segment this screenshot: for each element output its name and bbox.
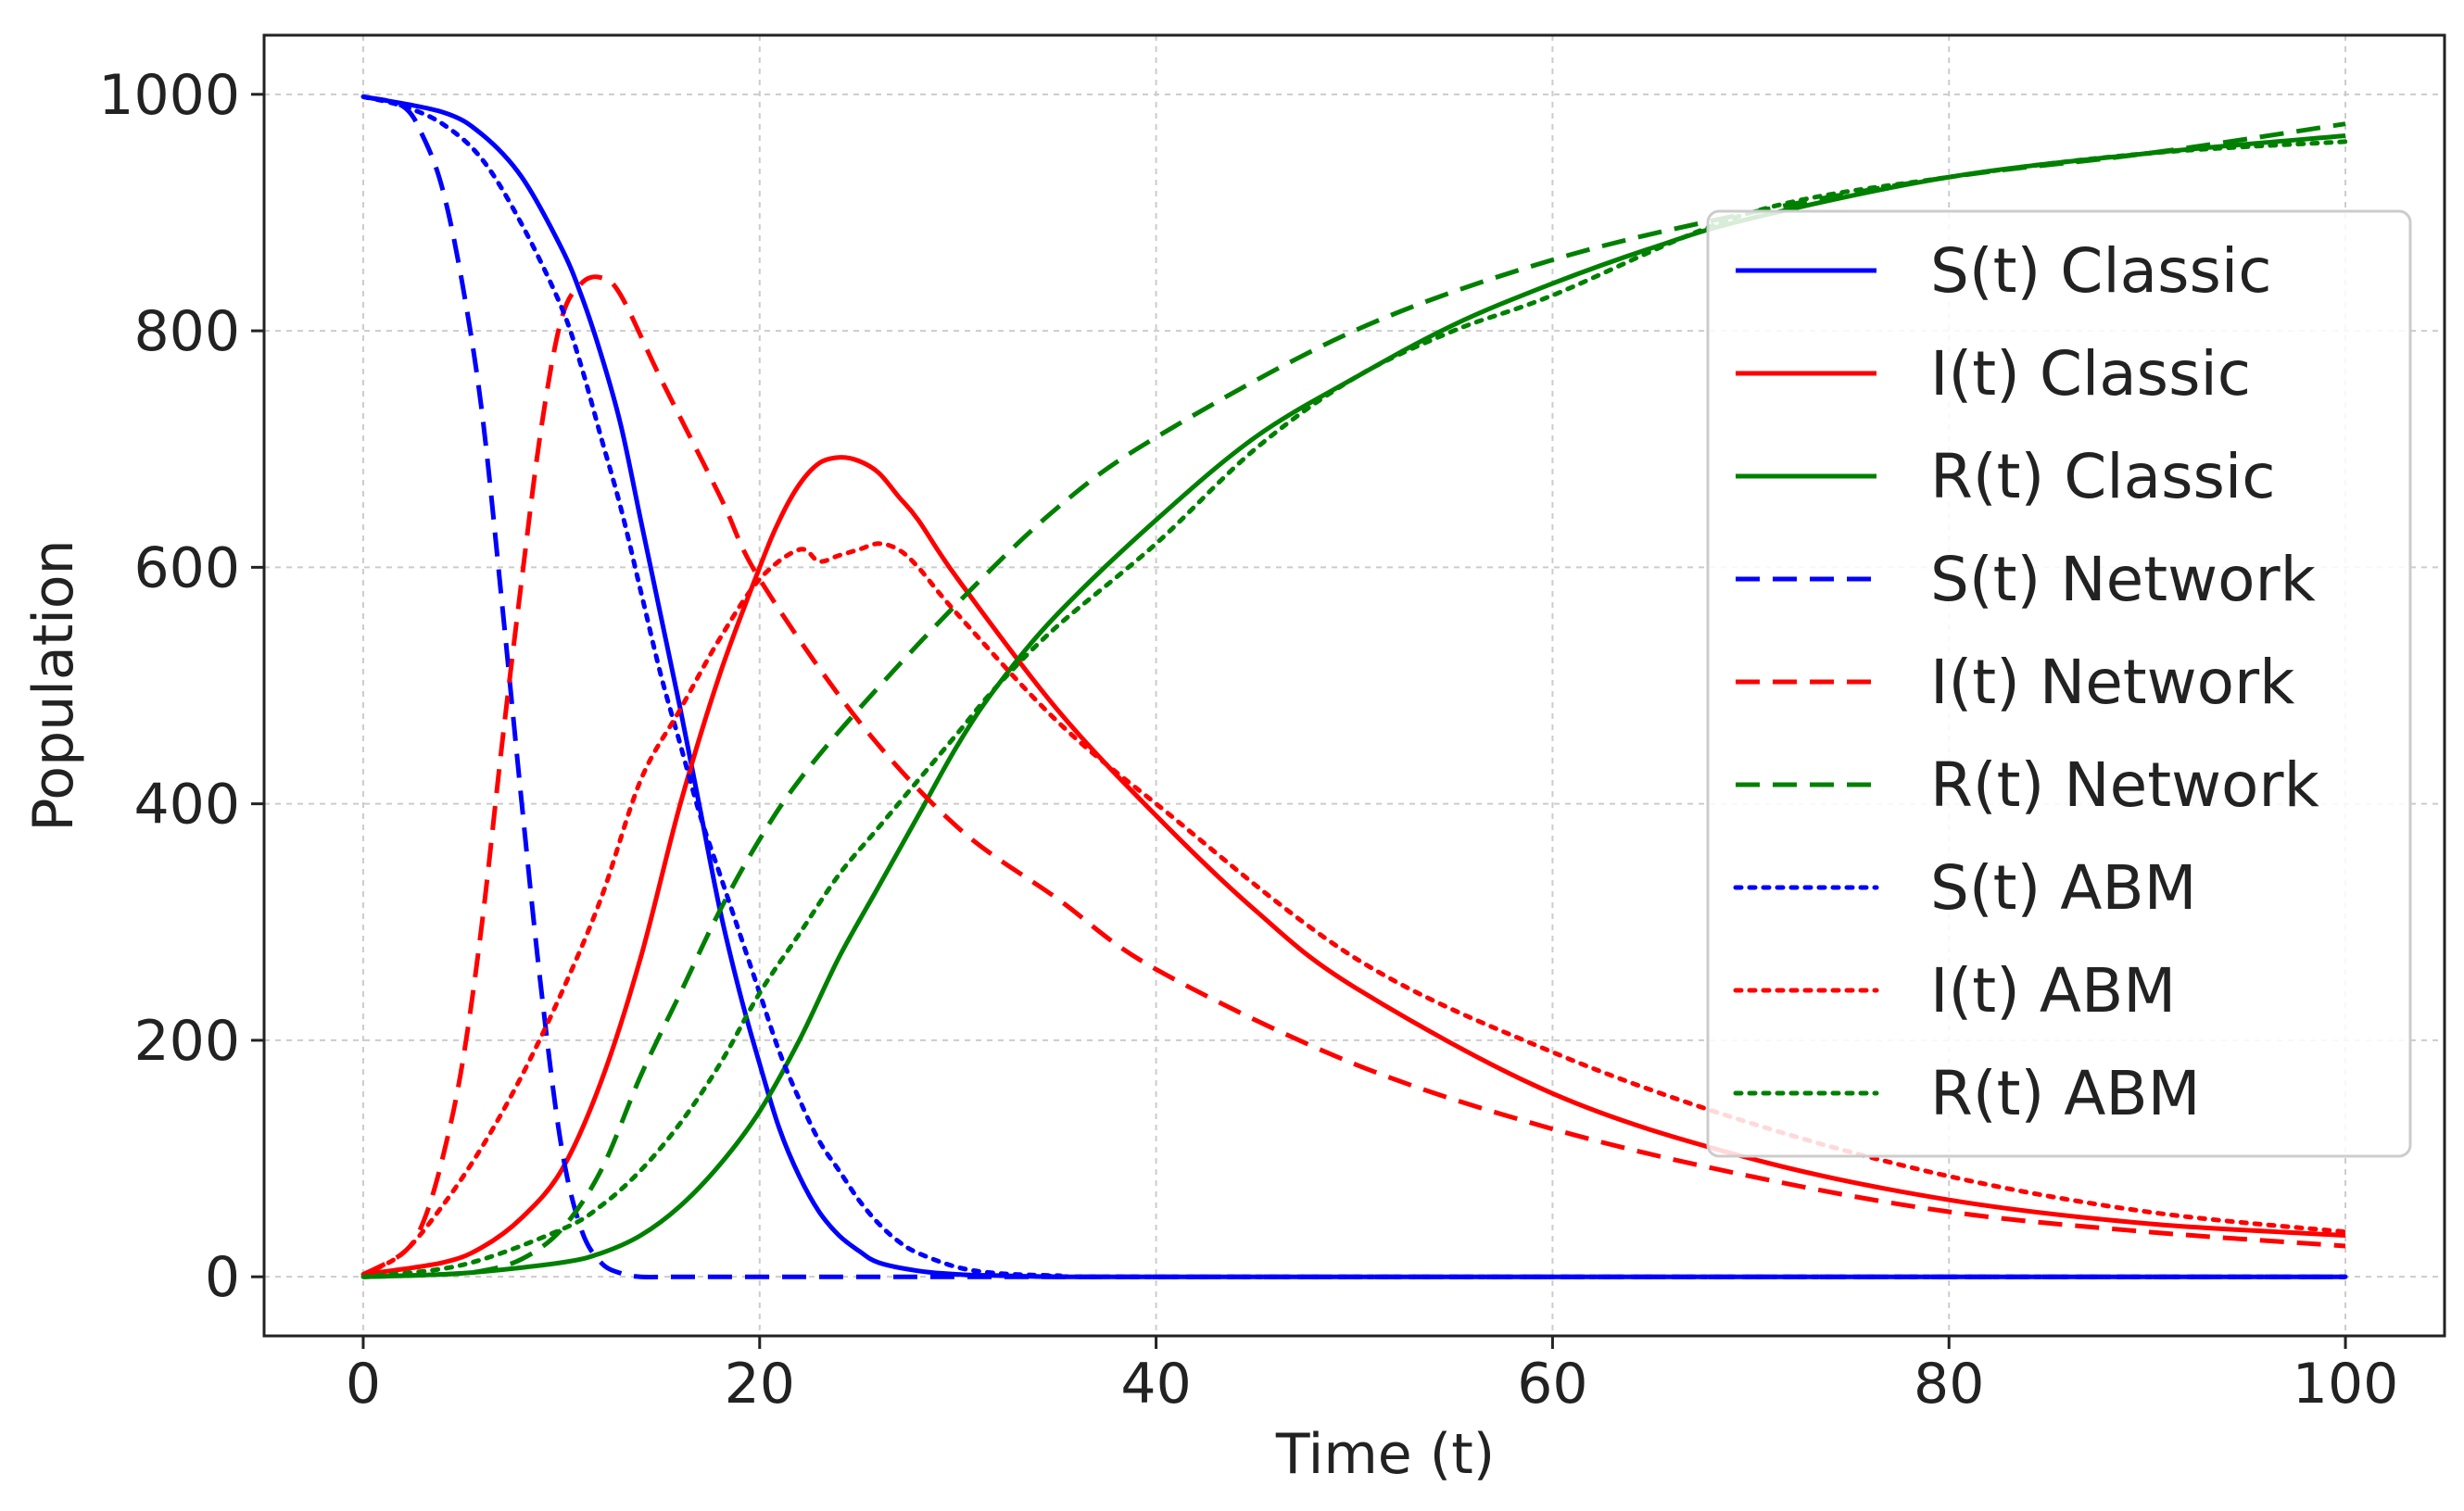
legend-label: R(t) ABM <box>1930 1058 2201 1129</box>
legend-box <box>1706 209 2412 1158</box>
legend-label: S(t) Network <box>1930 544 2317 615</box>
legend-label: R(t) Classic <box>1930 441 2275 512</box>
x-tick-label: 80 <box>1914 1352 1984 1417</box>
x-tick-label: 60 <box>1517 1352 1587 1417</box>
x-tick-label: 40 <box>1120 1352 1191 1417</box>
y-axis-label: Population <box>21 539 86 831</box>
legend-label: S(t) ABM <box>1930 852 2197 924</box>
x-axis-label: Time (t) <box>1275 1422 1495 1487</box>
y-tick-label: 1000 <box>98 63 240 128</box>
legend-label: I(t) ABM <box>1930 955 2176 1026</box>
legend-label: S(t) Classic <box>1930 235 2272 307</box>
y-tick-label: 200 <box>133 1009 240 1074</box>
legend[interactable]: S(t) Classic I(t) Classic R(t) Classic S(t)… <box>1706 209 2412 1158</box>
x-tick-label: 0 <box>346 1352 381 1417</box>
y-tick-label: 400 <box>133 773 240 837</box>
y-tick-label: 600 <box>133 535 240 600</box>
x-tick-label: 20 <box>725 1352 795 1417</box>
legend-label: R(t) Network <box>1930 749 2320 821</box>
series-line-s-t-abm <box>360 94 2348 1279</box>
series-line-i-t-network <box>361 274 2346 1277</box>
plot-frame <box>262 33 2446 1338</box>
series-line-i-t-classic <box>362 455 2346 1278</box>
y-tick-label: 0 <box>205 1245 240 1310</box>
legend-label: I(t) Classic <box>1930 338 2251 409</box>
series-line-i-t-abm <box>360 541 2348 1278</box>
legend-label: I(t) Network <box>1930 647 2295 718</box>
series-line-r-t-network <box>362 121 2346 1279</box>
y-tick-label: 800 <box>133 299 240 364</box>
series-lines <box>360 94 2348 1279</box>
x-tick-label: 100 <box>2293 1352 2399 1417</box>
